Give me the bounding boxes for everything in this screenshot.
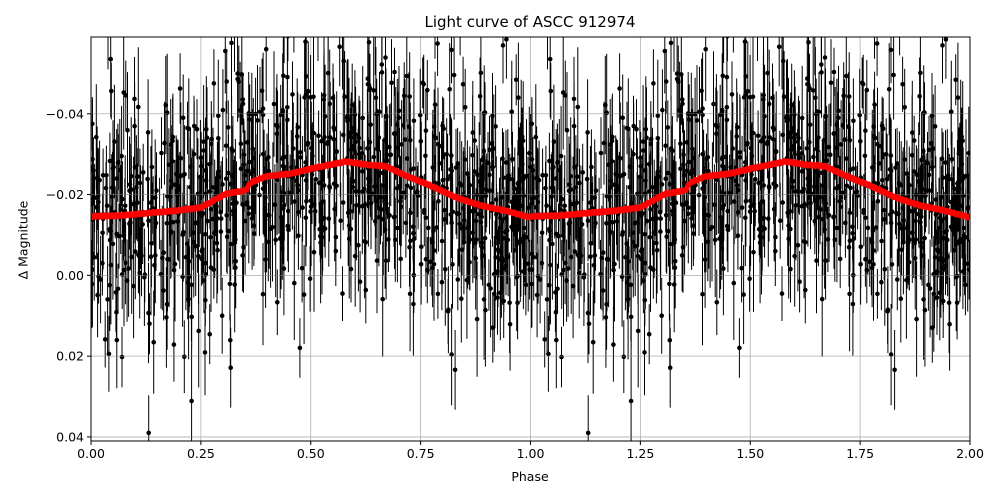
x-tick-label: 0.00 (77, 446, 105, 461)
x-tick-label: 1.50 (736, 446, 764, 461)
model-curve (91, 158, 970, 221)
observation-points (91, 37, 970, 441)
x-tick-label: 0.75 (407, 446, 435, 461)
x-tick-label: 0.50 (297, 446, 325, 461)
x-tick-label: 1.25 (626, 446, 654, 461)
x-tick-label: 0.25 (187, 446, 215, 461)
x-tick-label: 1.75 (846, 446, 874, 461)
y-tick-label: 0.04 (56, 429, 84, 444)
chart-title: Light curve of ASCC 912974 (424, 13, 636, 31)
x-axis-label: Phase (511, 469, 549, 484)
x-tick-label: 1.00 (517, 446, 545, 461)
y-axis-ticks: −0.04 −0.02 0.00 0.02 0.04 (46, 106, 91, 444)
grid-lines-over (91, 113, 970, 438)
y-tick-label: −0.04 (46, 106, 84, 121)
y-tick-label: 0.00 (56, 268, 84, 283)
y-tick-label: 0.02 (56, 349, 84, 364)
x-axis-ticks: 0.00 0.25 0.50 0.75 1.00 1.25 1.50 1.75 2.00 (77, 441, 984, 461)
x-tick-label: 2.00 (956, 446, 984, 461)
y-tick-label: −0.02 (46, 187, 84, 202)
